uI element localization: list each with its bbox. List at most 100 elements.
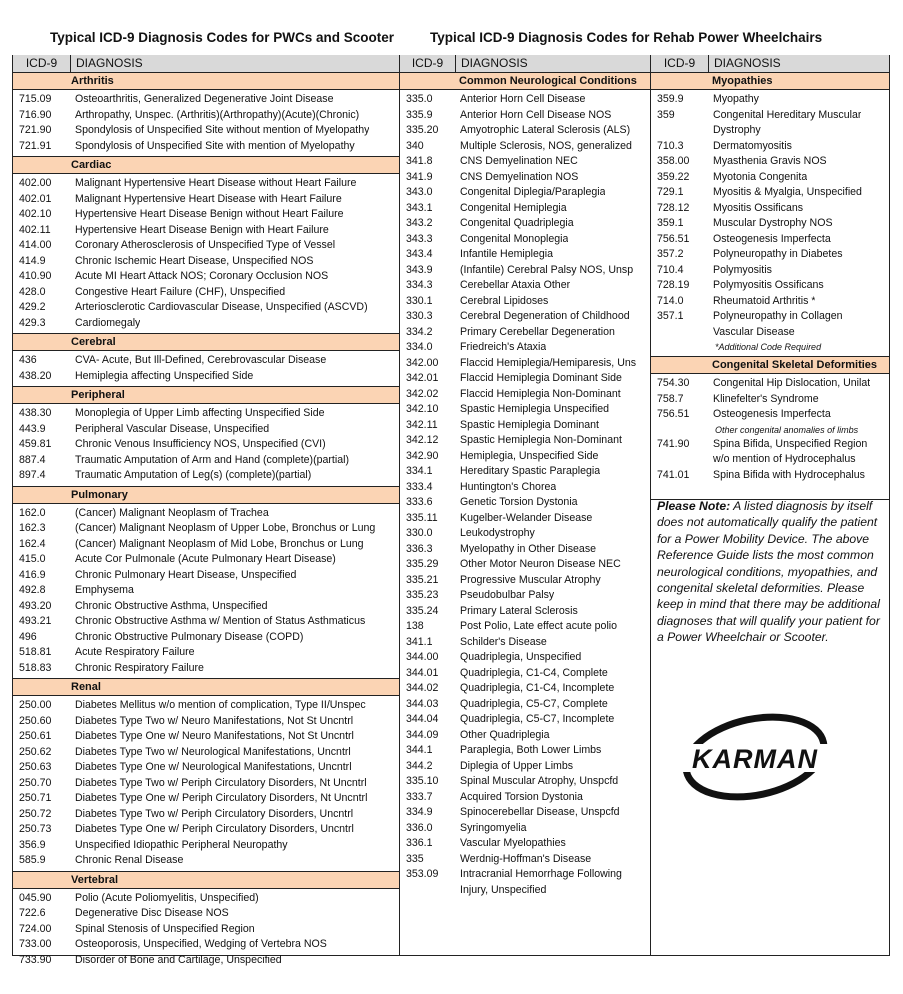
diagnosis: Flaccid Hemiplegia/Hemiparesis, Uns	[460, 356, 637, 369]
icd-code: 250.72	[19, 807, 52, 820]
table-row: 342.90 Hemiplegia, Unspecified Side	[400, 449, 650, 465]
icd-code: 335.29	[406, 558, 439, 570]
icd-code	[651, 123, 713, 139]
header-code: ICD-9	[400, 55, 456, 72]
icd-code: 402.11	[19, 223, 51, 236]
section-heading: Common Neurological Conditions	[400, 72, 650, 90]
icd-code	[400, 883, 460, 899]
column-header: ICD-9 DIAGNOSIS	[651, 55, 889, 73]
table-row: 721.91 Spondylosis of Unspecified Site wi…	[13, 139, 399, 155]
diagnosis: Diabetes Type One w/ Neurological Manife…	[75, 761, 352, 773]
table-row: 342.01 Flaccid Hemiplegia Dominant Side	[400, 371, 650, 387]
icd-code: 344.09	[406, 728, 439, 741]
table-row: 335.0 Anterior Horn Cell Disease	[400, 92, 650, 108]
diagnosis: Spastic Hemiplegia Non-Dominant	[460, 434, 622, 446]
table-row: 250.00 Diabetes Mellitus w/o mention of c…	[13, 698, 399, 714]
diagnosis: Kugelber-Welander Disease	[460, 511, 593, 524]
table-row: 402.10 Hypertensive Heart Disease Benign …	[13, 207, 399, 223]
icd-code: 733.00	[19, 938, 52, 950]
diagnosis: Hemiplegia, Unspecified Side	[460, 449, 599, 462]
diagnosis: (Cancer) Malignant Neoplasm of Upper Lob…	[75, 522, 376, 534]
table-row: 358.00 Myasthenia Gravis NOS	[651, 154, 889, 170]
diagnosis: Polymyositis Ossificans	[713, 279, 824, 291]
diagnosis: Chronic Venous Insufficiency NOS, Unspec…	[75, 438, 326, 450]
table-row: 342.12 Spastic Hemiplegia Non-Dominant	[400, 433, 650, 449]
section-rows: 359.9 Myopathy 359 Congenital Hereditary Mu…	[651, 90, 889, 357]
diagnosis: Chronic Obstructive Asthma, Unspecified	[75, 599, 268, 612]
table-row: 343.0 Congenital Diplegia/Paraplegia	[400, 185, 650, 201]
diagnosis: Congenital Hereditary Muscular	[713, 108, 862, 121]
table-row: 336.0 Syringomyelia	[400, 821, 650, 837]
icd-code: 358.00	[657, 155, 690, 167]
diagnosis: Diabetes Type One w/ Neuro Manifestation…	[75, 730, 354, 742]
section-heading: Congenital Skeletal Deformities	[651, 356, 889, 374]
icd-code: 585.9	[19, 854, 46, 866]
diagnosis: Hemiplegia affecting Unspecified Side	[75, 369, 254, 382]
header-diagnosis: DIAGNOSIS	[76, 56, 143, 70]
diagnosis: Injury, Unspecified	[460, 883, 547, 896]
table-row: 492.8 Emphysema	[13, 583, 399, 599]
icd-code: 162.0	[19, 506, 46, 519]
icd-code: 721.91	[19, 139, 52, 152]
icd-code: 438.30	[19, 407, 52, 419]
diagnosis: Congenital Diplegia/Paraplegia	[460, 186, 606, 198]
table-row: 493.21 Chronic Obstructive Asthma w/ Ment…	[13, 614, 399, 630]
section-rows: 162.0 (Cancer) Malignant Neoplasm of Trac…	[13, 504, 399, 680]
diagnosis: Amyotrophic Lateral Sclerosis (ALS)	[460, 124, 631, 136]
title-rehab-power-wheelchairs: Typical ICD-9 Diagnosis Codes for Rehab …	[430, 30, 823, 45]
diagnosis: Flaccid Hemiplegia Dominant Side	[460, 372, 622, 384]
section-heading-label: Peripheral	[71, 389, 125, 401]
icd-code: 353.09	[406, 868, 439, 880]
icd-code: 250.70	[19, 776, 52, 789]
diagnosis: Spastic Hemiplegia Dominant	[460, 418, 599, 431]
icd-code: 716.90	[19, 108, 52, 121]
diagnosis: Rheumatoid Arthritis *	[713, 294, 816, 307]
icd-code: 333.6	[406, 496, 433, 508]
table-row: 758.7 Klinefelter's Syndrome	[651, 392, 889, 408]
table-row: 415.0 Acute Cor Pulmonale (Acute Pulmonar…	[13, 552, 399, 568]
icd-code: 402.01	[19, 192, 52, 205]
icd-code: 414.9	[19, 254, 46, 267]
diagnosis: Chronic Ischemic Heart Disease, Unspecif…	[75, 254, 314, 267]
diagnosis: Coronary Atherosclerosis of Unspecified …	[75, 239, 336, 251]
table-row: 250.71 Diabetes Type One w/ Periph Circul…	[13, 791, 399, 807]
section-heading: Cerebral	[13, 333, 399, 351]
note-text: A listed diagnosis by itself does not au…	[657, 499, 880, 645]
column-pwc-scooter: ICD-9 DIAGNOSIS Arthritis 715.09 Osteoarthri…	[12, 55, 399, 966]
table-row: 335.9 Anterior Horn Cell Disease NOS	[400, 108, 650, 124]
section-heading-label: Congenital Skeletal Deformities	[712, 359, 878, 371]
diagnosis: Flaccid Hemiplegia Non-Dominant	[460, 387, 621, 400]
diagnosis: Leukodystrophy	[460, 527, 535, 539]
table-row: 359 Congenital Hereditary Muscular	[651, 108, 889, 124]
diagnosis: Congestive Heart Failure (CHF), Unspecif…	[75, 285, 286, 298]
section-heading-label: Pulmonary	[71, 488, 128, 501]
diagnosis: Hypertensive Heart Disease Benign with H…	[75, 223, 329, 236]
table-row: 429.2 Arteriosclerotic Cardiovascular Dis…	[13, 300, 399, 316]
table-row: 518.81 Acute Respiratory Failure	[13, 645, 399, 661]
icd-code: 344.04	[406, 713, 439, 725]
table-row: 344.04 Quadriplegia, C5-C7, Incomplete	[400, 712, 650, 728]
icd-code: 335.24	[406, 604, 439, 617]
diagnosis: Arthropathy, Unspec. (Arthritis)(Arthrop…	[75, 108, 360, 121]
section-heading-label: Cardiac	[71, 159, 112, 171]
diagnosis: Cerebral Degeneration of Childhood	[460, 310, 630, 322]
diagnosis: Osteoarthritis, Generalized Degenerative…	[75, 93, 334, 105]
section-heading-label: Common Neurological Conditions	[459, 75, 637, 87]
diagnosis: Paraplegia, Both Lower Limbs	[460, 744, 602, 756]
table-row: 585.9 Chronic Renal Disease	[13, 853, 399, 869]
icd-code: 341.8	[406, 155, 433, 167]
table-row: 343.4 Infantile Hemiplegia	[400, 247, 650, 263]
diagnosis: Arteriosclerotic Cardiovascular Disease,…	[75, 301, 368, 313]
table-row: 728.19 Polymyositis Ossificans	[651, 278, 889, 294]
icd-code: 715.09	[19, 93, 52, 105]
diagnosis: Acute Cor Pulmonale (Acute Pulmonary Hea…	[75, 553, 336, 565]
icd-code: 496	[19, 630, 37, 643]
table-row: 336.3 Myelopathy in Other Disease	[400, 542, 650, 558]
icd-code: 728.19	[657, 279, 690, 291]
table-row: 334.1 Hereditary Spastic Paraplegia	[400, 464, 650, 480]
icd-code: 741.90	[657, 437, 690, 450]
icd-code: 429.2	[19, 301, 46, 313]
table-row: 343.9 (Infantile) Cerebral Palsy NOS, Uns…	[400, 263, 650, 279]
icd-code: 334.9	[406, 806, 433, 818]
table-row: 330.1 Cerebral Lipidoses	[400, 294, 650, 310]
